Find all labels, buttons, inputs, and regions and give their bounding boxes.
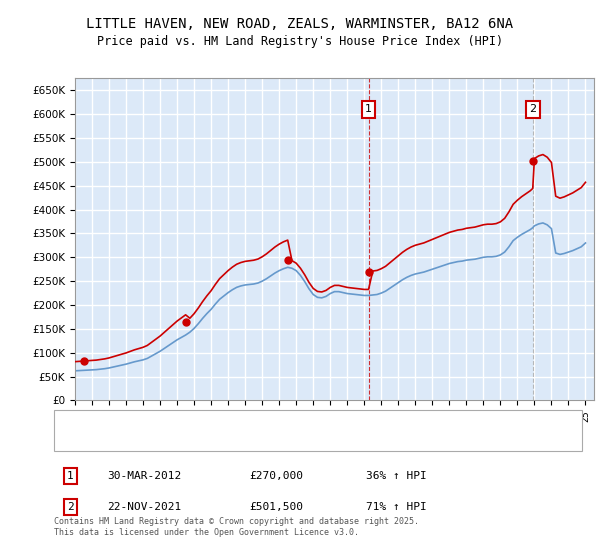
Text: £270,000: £270,000: [250, 471, 304, 481]
Text: 2: 2: [67, 502, 74, 512]
Text: 1: 1: [365, 104, 372, 114]
Text: £501,500: £501,500: [250, 502, 304, 512]
Text: 2: 2: [529, 104, 536, 114]
Text: 30-MAR-2012: 30-MAR-2012: [107, 471, 181, 481]
Text: Contains HM Land Registry data © Crown copyright and database right 2025.
This d: Contains HM Land Registry data © Crown c…: [54, 517, 419, 537]
Text: Price paid vs. HM Land Registry's House Price Index (HPI): Price paid vs. HM Land Registry's House …: [97, 35, 503, 48]
Text: 1: 1: [67, 471, 74, 481]
Text: 36% ↑ HPI: 36% ↑ HPI: [365, 471, 426, 481]
Text: 71% ↑ HPI: 71% ↑ HPI: [365, 502, 426, 512]
Text: LITTLE HAVEN, NEW ROAD, ZEALS, WARMINSTER, BA12 6NA: LITTLE HAVEN, NEW ROAD, ZEALS, WARMINSTE…: [86, 17, 514, 31]
Text: 22-NOV-2021: 22-NOV-2021: [107, 502, 181, 512]
Text: HPI: Average price, semi-detached house, Wiltshire: HPI: Average price, semi-detached house,…: [94, 437, 388, 447]
Text: LITTLE HAVEN, NEW ROAD, ZEALS, WARMINSTER, BA12 6NA (semi-detached house): LITTLE HAVEN, NEW ROAD, ZEALS, WARMINSTE…: [94, 417, 523, 427]
